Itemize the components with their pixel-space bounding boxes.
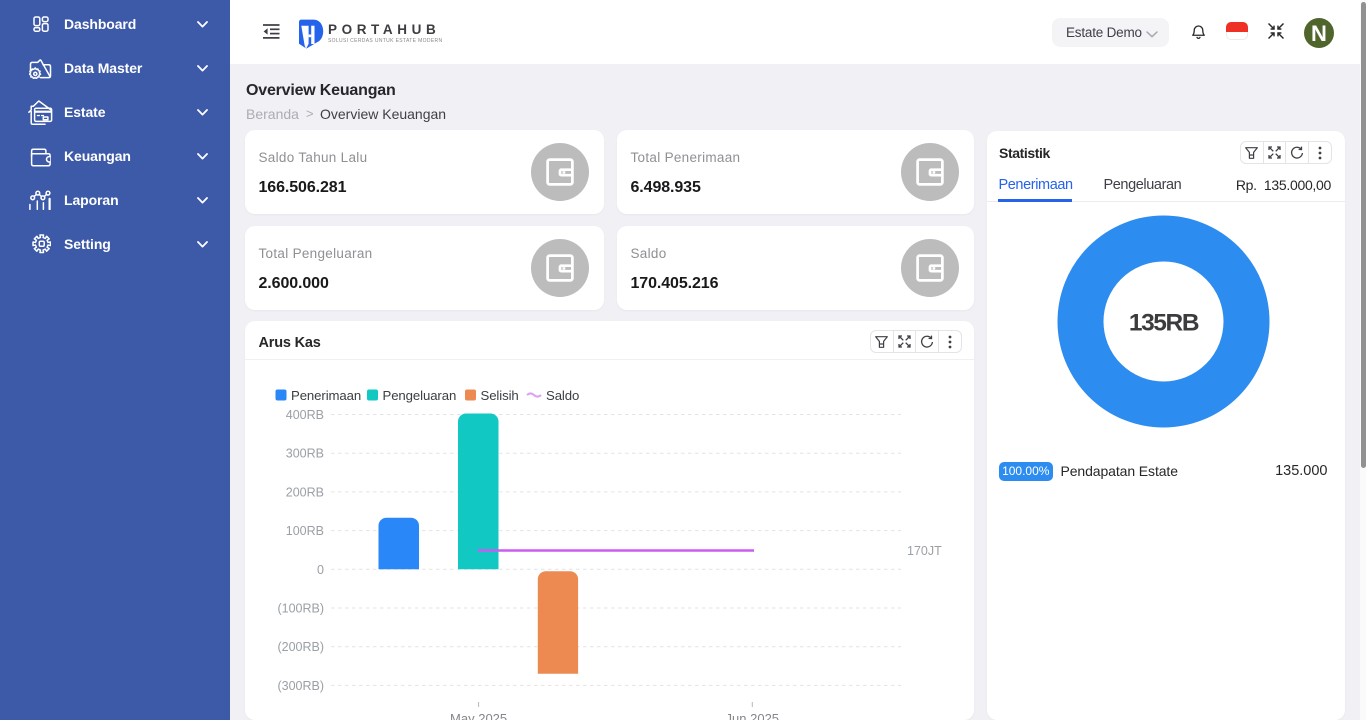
- svg-text:(100RB): (100RB): [277, 602, 324, 616]
- svg-text:May 2025: May 2025: [450, 711, 507, 720]
- svg-text:100RB: 100RB: [286, 524, 324, 538]
- svg-text:170JT: 170JT: [907, 544, 942, 558]
- svg-text:300RB: 300RB: [286, 447, 324, 461]
- svg-text:135RB: 135RB: [1129, 310, 1199, 337]
- svg-text:(200RB): (200RB): [277, 640, 324, 654]
- svg-text:Penerimaan: Penerimaan: [291, 388, 361, 403]
- svg-text:Selisih: Selisih: [481, 388, 519, 403]
- svg-text:Saldo: Saldo: [546, 388, 579, 403]
- svg-text:200RB: 200RB: [286, 485, 324, 499]
- svg-text:400RB: 400RB: [286, 408, 324, 422]
- svg-text:0: 0: [317, 563, 324, 577]
- svg-text:Pengeluaran: Pengeluaran: [383, 388, 457, 403]
- svg-text:Jun 2025: Jun 2025: [726, 711, 780, 720]
- svg-text:(300RB): (300RB): [277, 679, 324, 693]
